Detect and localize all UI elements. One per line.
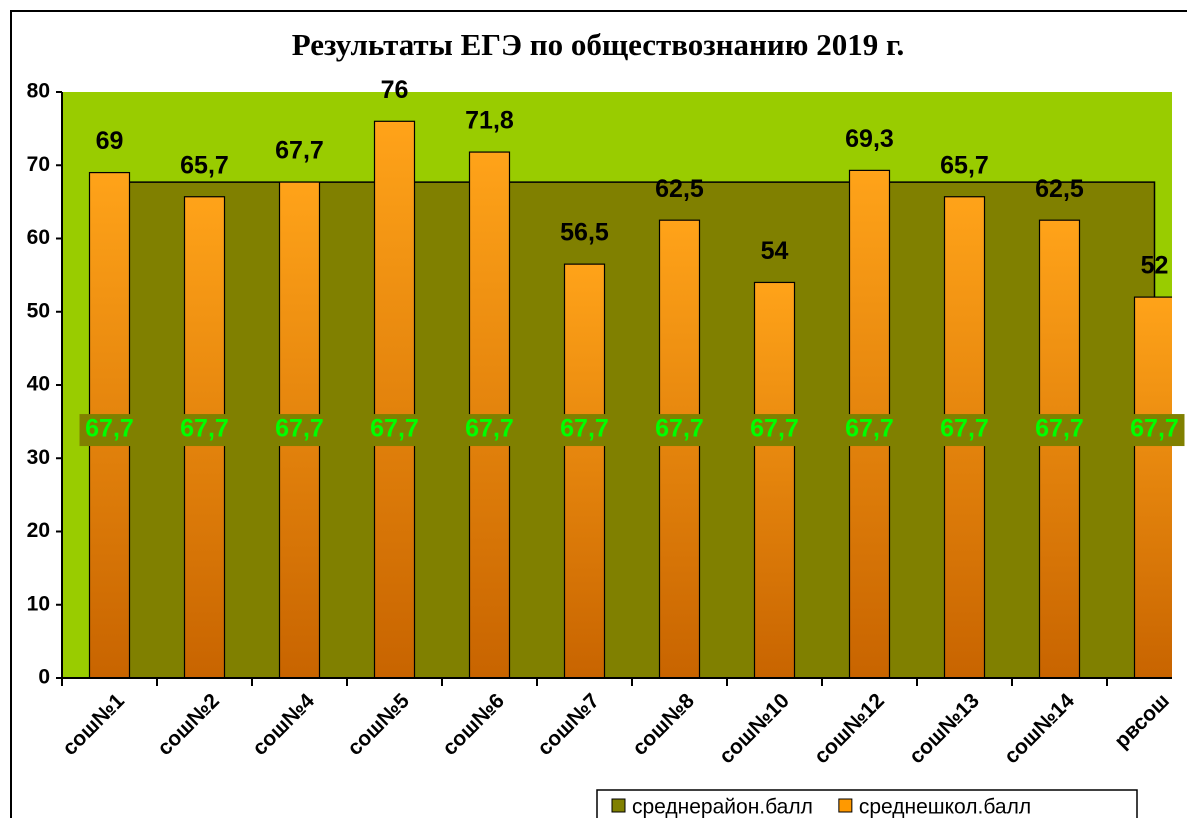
bar	[373, 120, 416, 679]
bar	[753, 281, 796, 679]
data-label: 65,7	[180, 151, 229, 179]
data-label-box	[744, 414, 805, 447]
data-label: 62,5	[1035, 175, 1084, 203]
y-tick-label: 20	[27, 519, 50, 542]
data-label: 67,7	[275, 415, 324, 443]
data-label-box	[934, 414, 995, 447]
data-label: 67,7	[465, 415, 514, 443]
data-label-box	[269, 414, 330, 447]
plot-area	[62, 92, 1172, 679]
chart-title: Результаты ЕГЭ по обществознанию 2019 г.	[292, 27, 905, 62]
data-label-box	[364, 414, 425, 447]
data-label: 62,5	[655, 175, 704, 203]
data-label: 65,7	[940, 151, 989, 179]
bar	[563, 263, 606, 679]
legend-swatch	[611, 798, 626, 813]
data-label-box	[1029, 414, 1090, 447]
data-label: 56,5	[560, 219, 609, 247]
data-label: 67,7	[370, 415, 419, 443]
legend: среднерайон.балл среднешкол.балл	[596, 789, 1138, 818]
data-label-box	[839, 414, 900, 447]
data-label-box	[649, 414, 710, 447]
data-label: 54	[761, 237, 789, 265]
data-label: 71,8	[465, 107, 514, 135]
data-label: 67,7	[180, 415, 229, 443]
legend-swatch	[838, 798, 853, 813]
y-tick-label: 30	[27, 446, 50, 469]
data-label: 67,7	[85, 415, 134, 443]
data-label-box	[1124, 414, 1185, 447]
data-label: 67,7	[845, 415, 894, 443]
data-label: 69,3	[845, 125, 894, 153]
data-label: 67,7	[750, 415, 799, 443]
y-tick-label: 10	[27, 592, 50, 615]
bar	[1038, 219, 1081, 679]
y-tick-label: 0	[38, 666, 50, 689]
bar	[1133, 296, 1172, 679]
data-label: 67,7	[655, 415, 704, 443]
data-label: 76	[381, 76, 409, 104]
legend-box	[596, 789, 1138, 818]
area	[108, 181, 1156, 679]
data-label: 67,7	[560, 415, 609, 443]
legend-label: среднерайон.балл	[632, 796, 813, 818]
y-tick-label: 50	[27, 299, 50, 322]
data-label-box	[554, 414, 615, 447]
data-label: 69	[96, 127, 124, 155]
data-label-box	[79, 414, 140, 447]
data-label: 67,7	[1130, 415, 1179, 443]
legend-label: среднешкол.балл	[859, 796, 1031, 818]
bar	[658, 219, 701, 679]
data-label: 52	[1141, 252, 1169, 280]
y-tick-label: 40	[27, 373, 50, 396]
y-tick-label: 70	[27, 153, 50, 176]
data-label: 67,7	[275, 137, 324, 165]
data-label: 67,7	[940, 415, 989, 443]
data-label: 67,7	[1035, 415, 1084, 443]
y-tick-label: 80	[27, 80, 50, 103]
y-tick-label: 60	[27, 226, 50, 249]
data-label-box	[174, 414, 235, 447]
data-label-box	[459, 414, 520, 447]
